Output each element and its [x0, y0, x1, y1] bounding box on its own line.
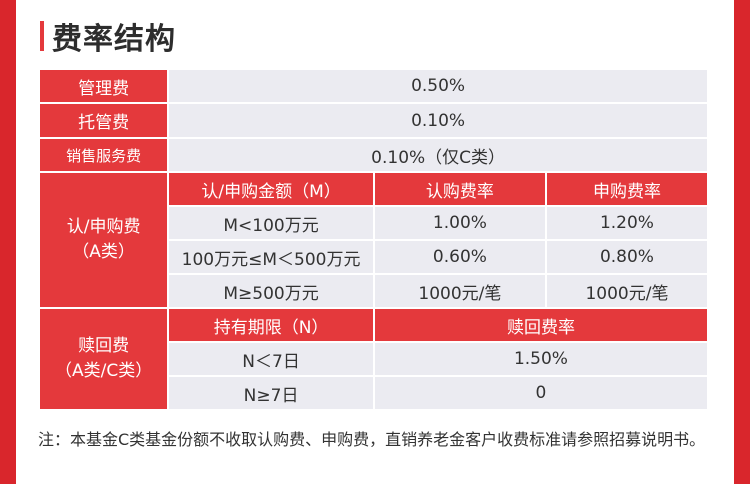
table-row: N≥7日 0 [40, 377, 707, 409]
fee-table: 管理费 0.50% 托管费 0.10% 销售服务费 0.10%（仅C类） 认/申… [38, 68, 709, 411]
management-fee-value: 0.50% [169, 70, 707, 102]
subscription-header-row: 认/申购费 （A类） 认/申购金额（M） 认购费率 申购费率 [40, 173, 707, 307]
holding-period-cell: N＜7日 [169, 343, 373, 375]
heading-accent-bar [40, 21, 44, 51]
subscription-rate-cell: 1.00% [374, 207, 545, 239]
table-row-custody-fee: 托管费 0.10% [40, 104, 707, 137]
holding-period-cell: N≥7日 [169, 377, 373, 409]
subscription-amount-cell: M≥500万元 [169, 275, 373, 307]
subscription-rate-cell: 0.60% [374, 241, 545, 273]
redemption-fee-label: 赎回费 （A类/C类） [40, 309, 168, 409]
redemption-label-line2: （A类/C类） [54, 361, 153, 381]
management-fee-label: 管理费 [40, 70, 168, 102]
subscription-label-line2: （A类） [72, 242, 135, 262]
table-row: N＜7日 1.50% [40, 343, 707, 375]
section-heading: 费率结构 [40, 16, 176, 57]
subscription-rate-cell: 1000元/笔 [374, 275, 545, 307]
redemption-label-line1: 赎回费 [78, 335, 130, 356]
custody-fee-label: 托管费 [40, 104, 168, 137]
table-row: 100万元≤M＜500万元 0.60% 0.80% [40, 241, 707, 273]
table-row: M≥500万元 1000元/笔 1000元/笔 [40, 275, 707, 307]
redemption-header-row: 赎回费 （A类/C类） 持有期限（N） 赎回费率 [40, 309, 707, 409]
fee-structure-card: 费率结构 管理费 0.50% 托管费 0.10% 销售服务费 0.10%（仅C类… [16, 0, 734, 484]
purchase-rate-cell: 1.20% [546, 207, 707, 239]
sales-service-fee-value: 0.10%（仅C类） [169, 139, 707, 171]
subscription-amount-cell: 100万元≤M＜500万元 [169, 241, 373, 273]
footnote: 注：本基金C类基金份额不收取认购费、申购费，直销养老金客户收费标准请参照招募说明… [38, 430, 706, 449]
purchase-rate-cell: 1000元/笔 [546, 275, 707, 307]
sales-service-fee-label: 销售服务费 [40, 139, 168, 171]
redemption-rate-cell: 0 [374, 377, 707, 409]
table-row-sales-service-fee: 销售服务费 0.10%（仅C类） [40, 139, 707, 171]
subscription-amount-cell: M<100万元 [169, 207, 373, 239]
redemption-header-holding-period: 持有期限（N） [169, 309, 373, 341]
subscription-header-amount: 认/申购金额（M） [169, 173, 373, 205]
table-row-management-fee: 管理费 0.50% [40, 70, 707, 102]
subscription-header-purchase-rate: 申购费率 [546, 173, 707, 205]
page-title: 费率结构 [52, 22, 176, 57]
subscription-header-subscribe-rate: 认购费率 [374, 173, 545, 205]
subscription-fee-label: 认/申购费 （A类） [40, 173, 168, 307]
redemption-rate-cell: 1.50% [374, 343, 707, 375]
redemption-header-rate: 赎回费率 [374, 309, 707, 341]
purchase-rate-cell: 0.80% [546, 241, 707, 273]
custody-fee-value: 0.10% [169, 104, 707, 137]
table-row: M<100万元 1.00% 1.20% [40, 207, 707, 239]
subscription-label-line1: 认/申购费 [66, 216, 141, 237]
